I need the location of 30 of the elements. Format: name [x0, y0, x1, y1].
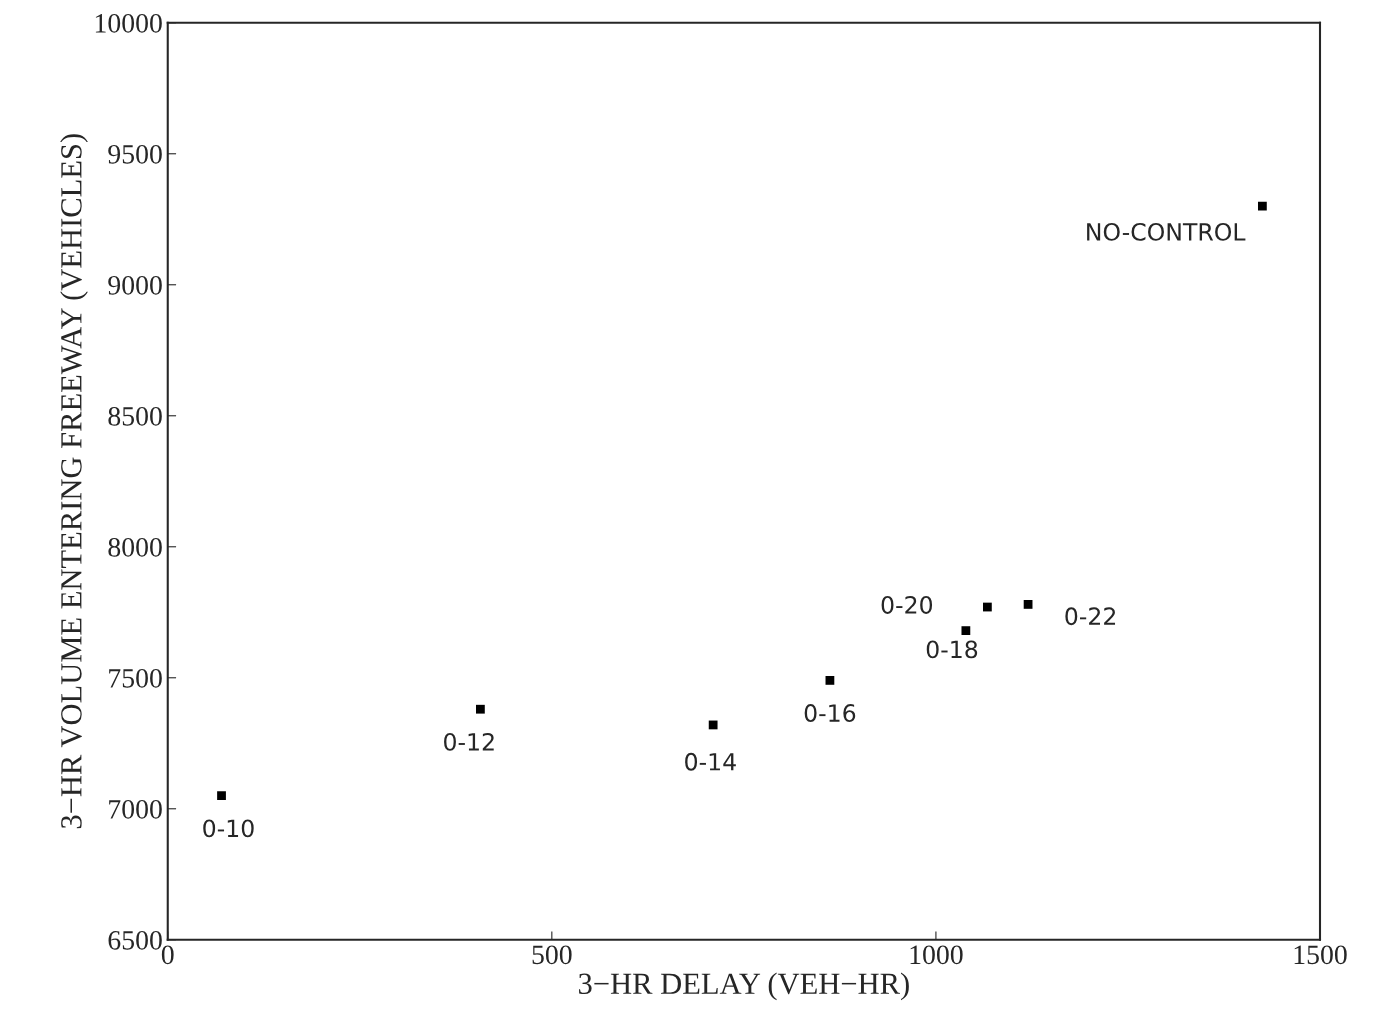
- point: [982, 602, 992, 612]
- x-tick-label: 1500: [1294, 945, 1347, 965]
- point: [1023, 600, 1033, 609]
- y-tick-label: 8000: [108, 537, 162, 557]
- point: [825, 676, 835, 685]
- annotation: 0-18: [926, 640, 978, 659]
- point: [1258, 201, 1267, 211]
- point: [217, 791, 226, 801]
- y-tick-label: 7000: [109, 799, 162, 819]
- y-axis-title: 3−HR VOLUME ENTERING FREEWAY (VEHICLES): [60, 134, 88, 829]
- y-tick-label: 9500: [108, 144, 162, 164]
- y-tick-label: 9000: [108, 275, 162, 295]
- x-axis-title: 3−HR DELAY (VEH−HR): [579, 972, 909, 1001]
- y-tick-label: 7500: [109, 668, 162, 688]
- annotation: 0-22: [1065, 607, 1116, 626]
- y-tick-label: 10000: [95, 13, 162, 33]
- annotation: NO-CONTROL: [1087, 222, 1246, 241]
- point: [961, 626, 971, 636]
- y-tick-label: 6500: [108, 930, 162, 950]
- point: [476, 704, 485, 714]
- annotation: 0-10: [203, 819, 254, 838]
- annotation: 0-14: [685, 752, 736, 771]
- annotation: 0-12: [444, 732, 494, 751]
- x-tick-label: 1000: [910, 945, 963, 965]
- x-tick-label: 500: [532, 945, 572, 965]
- annotation: 0-20: [881, 596, 933, 614]
- annotation: 0-16: [804, 704, 856, 722]
- point: [708, 720, 718, 730]
- x-tick-label: 0: [161, 945, 174, 965]
- y-tick-label: 8500: [108, 406, 162, 426]
